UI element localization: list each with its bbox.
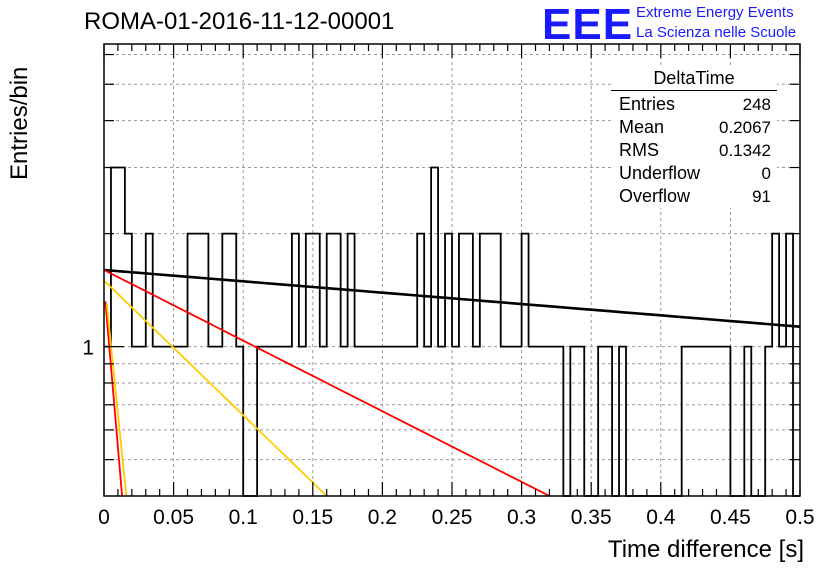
x-tick-label: 0.05 [153,506,194,529]
x-tick-label: 0.4 [646,506,676,529]
histogram-step [104,166,800,497]
stats-value: 0.1342 [719,141,771,160]
fit-line [104,301,123,497]
x-tick-label: 0.45 [710,506,751,529]
fit-line [105,303,128,497]
logo-tagline-1: Extreme Energy Events [636,4,794,21]
x-tick-label: 0.25 [432,506,473,529]
fit-lines [103,268,801,497]
stats-row-entries: Entries 248 [611,93,777,116]
axis-tick-labels: 0 0.05 0.1 0.15 0.2 0.25 0.3 0.35 0.4 0.45 0.5 1 [82,337,814,529]
logo-tagline-2: La Scienza nelle Scuole [636,24,797,41]
eee-logo: EEE [542,0,634,49]
stats-label: Underflow [619,163,701,183]
y-axis-label: Entries/bin [6,66,33,180]
stats-label: RMS [619,140,659,160]
stats-box: DeltaTime Entries 248 Mean 0.2067 RMS 0.… [611,68,777,208]
x-tick-label: 0.15 [292,506,333,529]
stats-value: 248 [742,95,771,114]
y-tick-label: 1 [82,337,94,360]
stats-label: Overflow [619,186,691,206]
stats-label: Mean [619,117,665,137]
fit-line [103,268,801,328]
x-tick-label: 0.2 [368,506,397,529]
stats-value: 91 [752,187,771,206]
x-tick-label: 0 [98,506,110,529]
x-tick-label: 0.1 [229,506,258,529]
stats-title: DeltaTime [611,68,777,91]
x-tick-label: 0.5 [785,506,814,529]
stats-value: 0.2067 [719,118,771,137]
stats-row-mean: Mean 0.2067 [611,116,777,139]
stats-row-underflow: Underflow 0 [611,162,777,185]
fit-line [103,279,328,497]
stats-row-rms: RMS 0.1342 [611,139,777,162]
chart-title: ROMA-01-2016-11-12-00001 [84,8,395,35]
stats-value: 0 [761,164,771,183]
x-tick-label: 0.35 [571,506,612,529]
x-axis-label: Time difference [s] [607,536,804,563]
stats-row-overflow: Overflow 91 [611,185,777,208]
stats-label: Entries [619,94,676,114]
x-tick-label: 0.3 [507,506,536,529]
histogram-series [104,166,800,497]
axis-ticks [103,44,801,496]
fit-line [103,269,550,497]
